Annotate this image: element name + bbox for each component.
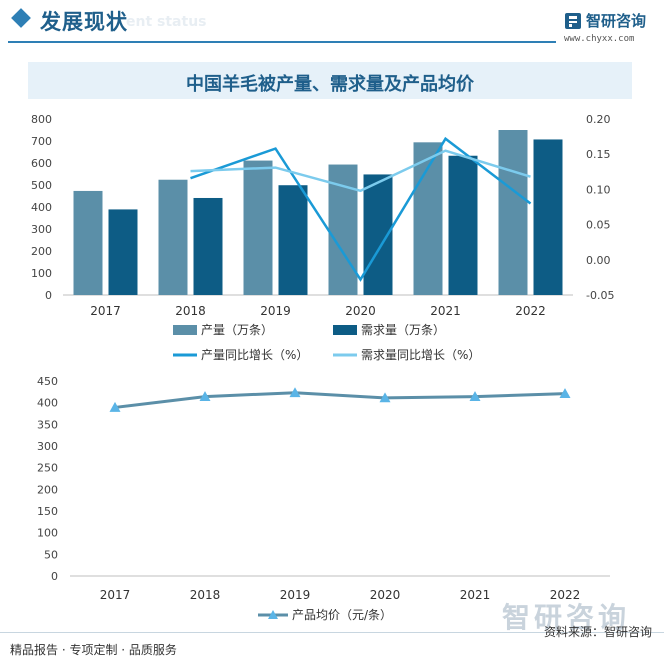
legend-label: 需求量（万条） bbox=[361, 323, 445, 337]
price-axis-tick-label: 450 bbox=[37, 375, 58, 388]
x-axis-tick-label: 2019 bbox=[260, 304, 291, 318]
price-marker bbox=[289, 387, 301, 398]
price-axis-tick-label: 300 bbox=[37, 440, 58, 453]
price-axis-tick-label: 400 bbox=[37, 397, 58, 410]
price-legend-marker bbox=[268, 610, 278, 619]
price-marker bbox=[109, 401, 121, 412]
price-line bbox=[114, 391, 566, 409]
production-bar bbox=[73, 190, 103, 295]
legend-label: 需求量同比增长（%） bbox=[361, 348, 480, 362]
price-marker bbox=[199, 391, 211, 401]
production-bar bbox=[498, 130, 528, 295]
x-axis-tick-label: 2020 bbox=[345, 304, 376, 318]
section-ghost-text: ent status bbox=[126, 14, 207, 30]
price-axis-tick-label: 350 bbox=[37, 418, 58, 431]
x-axis-tick-label: 2022 bbox=[515, 304, 546, 318]
x-axis-tick-label: 2021 bbox=[430, 304, 461, 318]
left-axis-tick-label: 200 bbox=[31, 245, 52, 258]
left-axis-tick-label: 700 bbox=[31, 135, 52, 148]
logo-url: www.chyxx.com bbox=[564, 34, 635, 44]
price-x-axis-tick-label: 2021 bbox=[460, 588, 491, 602]
demand-bar bbox=[193, 197, 223, 295]
production-bar bbox=[243, 160, 273, 295]
left-axis-tick-label: 600 bbox=[31, 157, 52, 170]
demand-bar bbox=[108, 209, 138, 295]
demand-bar bbox=[278, 185, 308, 295]
left-axis-tick-label: 400 bbox=[31, 201, 52, 214]
price-axis-tick-label: 250 bbox=[37, 462, 58, 475]
footer-divider bbox=[0, 632, 664, 633]
watermark-logo: 智研咨询 bbox=[502, 601, 631, 634]
price-x-axis-tick-label: 2019 bbox=[280, 588, 311, 602]
left-axis-tick-label: 0 bbox=[45, 289, 52, 302]
price-x-axis-tick-label: 2018 bbox=[190, 588, 221, 602]
left-axis-tick-label: 300 bbox=[31, 223, 52, 236]
legend-label: 产量同比增长（%） bbox=[201, 348, 308, 362]
price-x-axis-tick-label: 2022 bbox=[550, 588, 581, 602]
footer-slogan: 精品报告 · 专项定制 · 品质服务 bbox=[10, 643, 177, 657]
price-marker bbox=[379, 392, 391, 403]
demand-bar bbox=[533, 139, 563, 295]
right-axis-tick-label: 0.00 bbox=[586, 254, 611, 267]
production-bar bbox=[158, 179, 188, 295]
price-x-axis-tick-label: 2020 bbox=[370, 588, 401, 602]
brand-logo: 智研咨询 www.chyxx.com bbox=[564, 10, 660, 46]
right-axis-tick-label: 0.15 bbox=[586, 148, 611, 161]
section-title: 发展现状 bbox=[40, 10, 128, 34]
price-axis-tick-label: 150 bbox=[37, 505, 58, 518]
footer-source: 资料来源：智研咨询 bbox=[543, 625, 652, 639]
legend-swatch bbox=[333, 325, 357, 335]
chart-title: 中国羊毛被产量、需求量及产品均价 bbox=[186, 74, 474, 95]
price-axis-tick-label: 50 bbox=[44, 548, 58, 561]
price-axis-tick-label: 100 bbox=[37, 527, 58, 540]
price-marker bbox=[469, 391, 481, 401]
right-axis-tick-label: 0.10 bbox=[586, 183, 611, 196]
right-axis-tick-label: -0.05 bbox=[586, 289, 614, 302]
price-axis-tick-label: 200 bbox=[37, 483, 58, 496]
right-axis-tick-label: 0.20 bbox=[586, 113, 611, 126]
x-axis-tick-label: 2018 bbox=[175, 304, 206, 318]
left-axis-tick-label: 500 bbox=[31, 179, 52, 192]
header-divider bbox=[8, 41, 556, 43]
production-bar bbox=[413, 142, 443, 295]
logo-name: 智研咨询 bbox=[586, 12, 647, 30]
x-axis-tick-label: 2017 bbox=[90, 304, 121, 318]
price-marker bbox=[559, 388, 571, 398]
header: 发展现状 ent status 智研咨询 www.chyxx.com bbox=[0, 0, 664, 46]
left-axis-tick-label: 100 bbox=[31, 267, 52, 280]
right-axis-tick-label: 0.05 bbox=[586, 219, 611, 232]
demand-growth-line bbox=[190, 149, 531, 193]
legend-swatch bbox=[173, 325, 197, 335]
price-axis-tick-label: 0 bbox=[51, 570, 58, 583]
legend-label: 产量（万条） bbox=[201, 323, 273, 337]
price-x-axis-tick-label: 2017 bbox=[100, 588, 131, 602]
logo-mark-icon bbox=[565, 13, 581, 29]
footer: 精品报告 · 专项定制 · 品质服务 资料来源：智研咨询 bbox=[0, 625, 664, 665]
chart-title-bar: 中国羊毛被产量、需求量及产品均价 bbox=[28, 62, 632, 99]
left-axis-tick-label: 800 bbox=[31, 113, 52, 126]
demand-bar bbox=[448, 155, 478, 295]
price-legend-label: 产品均价（元/条） bbox=[292, 608, 392, 622]
